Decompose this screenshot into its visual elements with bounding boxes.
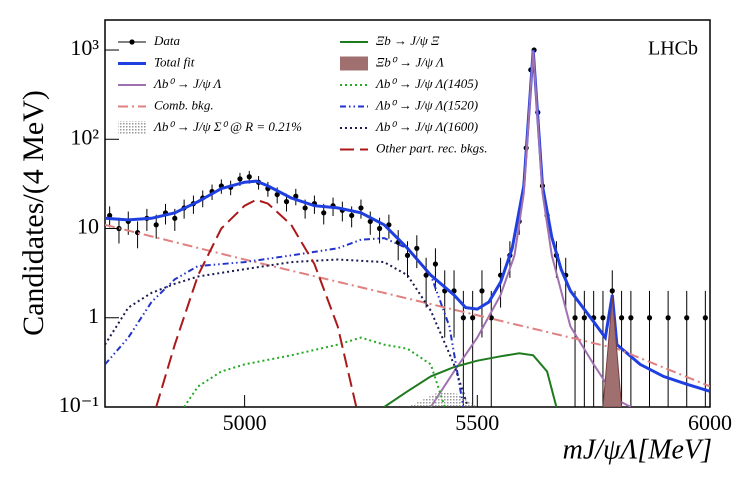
legend-label: Total fit bbox=[154, 54, 195, 69]
x-axis-label: mJ/ψΛ[MeV] bbox=[563, 434, 712, 465]
y-tick-label: 1 bbox=[88, 303, 99, 328]
annotation: LHCb bbox=[648, 38, 698, 60]
y-tick-label: 10 bbox=[77, 214, 99, 239]
data-point bbox=[376, 225, 383, 232]
data-point bbox=[618, 315, 625, 321]
data-point bbox=[404, 252, 411, 258]
data-point bbox=[246, 174, 252, 180]
curve bbox=[105, 223, 710, 388]
area bbox=[407, 391, 478, 407]
data-point bbox=[702, 315, 708, 321]
data-point bbox=[646, 315, 653, 321]
x-tick-label: 5000 bbox=[223, 410, 267, 435]
data-point bbox=[349, 212, 355, 219]
data-point bbox=[628, 315, 634, 321]
legend-label: Ξb⁰ → J/ψ Λ bbox=[376, 54, 444, 69]
data-point bbox=[684, 315, 690, 321]
y-axis-label: Candidates/(4 MeV) bbox=[17, 90, 50, 336]
legend-label: Λb⁰ → J/ψ Σ⁰ @ R = 0.21% bbox=[152, 119, 302, 134]
x-tick-label: 6000 bbox=[688, 410, 732, 435]
data-point bbox=[479, 288, 485, 294]
data-point bbox=[460, 315, 466, 321]
data-point bbox=[172, 215, 178, 221]
y-tick-label: 10⁻¹ bbox=[59, 392, 99, 417]
legend-label: Data bbox=[153, 33, 181, 48]
data-point bbox=[572, 315, 578, 321]
plot-area bbox=[105, 47, 710, 407]
data-point bbox=[153, 222, 159, 228]
x-tick-label: 5500 bbox=[455, 410, 499, 435]
data-point bbox=[367, 218, 373, 225]
legend-swatch bbox=[340, 56, 368, 71]
data-point bbox=[423, 272, 429, 278]
data-point bbox=[581, 315, 587, 321]
data-point bbox=[274, 191, 280, 198]
curve bbox=[105, 258, 469, 407]
data-point bbox=[600, 315, 606, 321]
data-point bbox=[609, 288, 615, 294]
legend-swatch bbox=[118, 121, 146, 135]
data-point bbox=[321, 210, 327, 216]
y-tick-label: 10² bbox=[70, 124, 99, 149]
data-point bbox=[237, 176, 243, 182]
legend-label: Comb. bkg. bbox=[154, 97, 214, 112]
curve bbox=[383, 352, 558, 407]
area bbox=[602, 297, 623, 407]
legend-label: Λb⁰ → J/ψ Λ(1405) bbox=[374, 76, 478, 91]
legend-label: Λb⁰ → J/ψ Λ(1520) bbox=[374, 97, 478, 112]
legend-label: Other part. rec. bkgs. bbox=[376, 140, 487, 155]
data-point bbox=[470, 315, 476, 321]
data-point bbox=[283, 199, 290, 205]
curve bbox=[155, 198, 358, 407]
curve bbox=[105, 49, 710, 393]
data-point bbox=[358, 205, 364, 211]
curve bbox=[183, 336, 446, 407]
legend-label: Λb⁰ → J/ψ Λ(1600) bbox=[374, 119, 478, 134]
data-point bbox=[414, 245, 420, 251]
curve bbox=[105, 237, 465, 407]
legend-label: Λb⁰ → J/ψ Λ bbox=[152, 76, 222, 91]
curve bbox=[429, 50, 632, 407]
legend-swatch bbox=[129, 39, 135, 45]
data-point bbox=[432, 261, 439, 267]
y-tick-label: 10³ bbox=[70, 35, 99, 60]
data-point bbox=[107, 212, 113, 219]
legend-label: Ξb → J/ψ Ξ bbox=[376, 33, 440, 48]
data-point bbox=[665, 315, 671, 321]
data-point bbox=[302, 205, 308, 211]
